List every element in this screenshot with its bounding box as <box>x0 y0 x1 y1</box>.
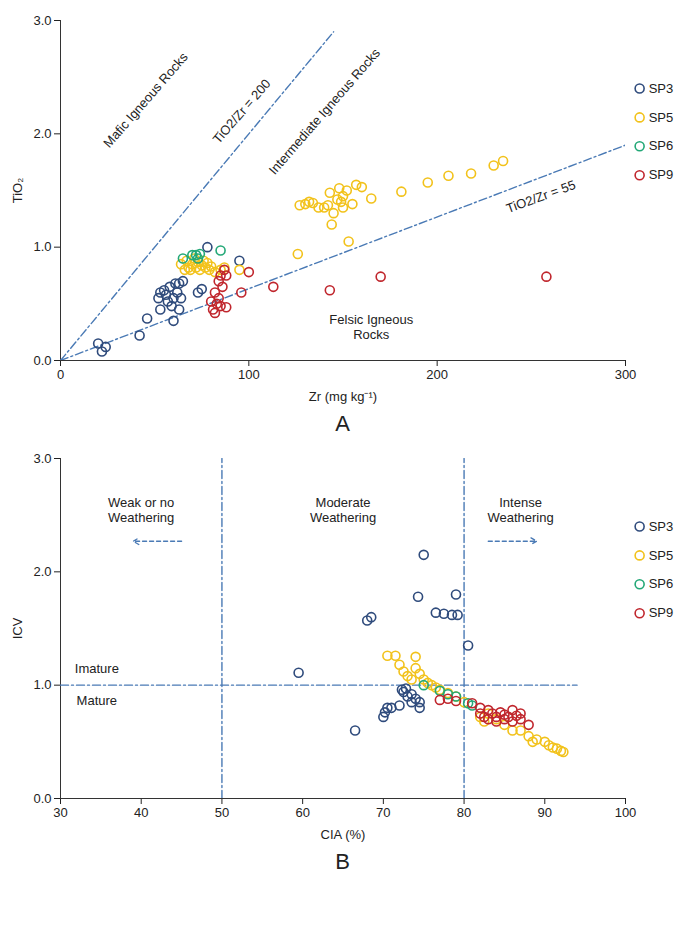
svg-text:200: 200 <box>426 367 448 382</box>
svg-text:100: 100 <box>615 805 637 820</box>
svg-text:0.0: 0.0 <box>33 791 51 806</box>
svg-text:ModerateWeathering: ModerateWeathering <box>310 495 376 525</box>
svg-text:SP3: SP3 <box>649 81 674 96</box>
svg-text:3.0: 3.0 <box>33 451 51 466</box>
svg-text:2.0: 2.0 <box>33 564 51 579</box>
svg-text:SP3: SP3 <box>649 519 674 534</box>
svg-text:SP6: SP6 <box>649 138 674 153</box>
svg-text:SP9: SP9 <box>649 167 674 182</box>
svg-text:Imature: Imature <box>75 661 119 676</box>
svg-text:0.0: 0.0 <box>33 353 51 368</box>
svg-text:Zr (mg kg⁻¹): Zr (mg kg⁻¹) <box>309 389 377 404</box>
svg-text:ICV: ICV <box>10 617 25 639</box>
svg-text:30: 30 <box>53 805 67 820</box>
svg-text:60: 60 <box>295 805 309 820</box>
svg-text:SP5: SP5 <box>649 110 674 125</box>
svg-text:1.0: 1.0 <box>33 677 51 692</box>
svg-text:300: 300 <box>615 367 637 382</box>
svg-text:CIA (%): CIA (%) <box>321 827 366 842</box>
svg-text:TiO₂: TiO₂ <box>10 178 25 204</box>
svg-text:100: 100 <box>238 367 260 382</box>
html-text:B: B <box>335 849 350 874</box>
svg-text:Intermediate Igneous Rocks: Intermediate Igneous Rocks <box>266 45 384 177</box>
svg-text:2.0: 2.0 <box>33 126 51 141</box>
svg-text:90: 90 <box>538 805 552 820</box>
svg-text:40: 40 <box>134 805 148 820</box>
svg-text:SP9: SP9 <box>649 605 674 620</box>
svg-text:TiO2/Zr = 200: TiO2/Zr = 200 <box>210 76 274 146</box>
svg-text:3.0: 3.0 <box>33 13 51 28</box>
svg-text:Weak or noWeathering: Weak or noWeathering <box>108 495 174 525</box>
svg-text:1.0: 1.0 <box>33 239 51 254</box>
svg-text:50: 50 <box>215 805 229 820</box>
svg-text:Felsic IgneousRocks: Felsic IgneousRocks <box>329 312 413 342</box>
svg-text:Mafic Igneous Rocks: Mafic Igneous Rocks <box>100 49 191 150</box>
svg-text:SP6: SP6 <box>649 576 674 591</box>
svg-text:0: 0 <box>57 367 64 382</box>
svg-text:TiO2/Zr = 55: TiO2/Zr = 55 <box>504 177 578 216</box>
svg-text:80: 80 <box>457 805 471 820</box>
html-text:A: A <box>335 411 350 436</box>
svg-text:IntenseWeathering: IntenseWeathering <box>487 495 553 525</box>
svg-text:Mature: Mature <box>77 693 117 708</box>
svg-text:70: 70 <box>376 805 390 820</box>
svg-text:SP5: SP5 <box>649 548 674 563</box>
